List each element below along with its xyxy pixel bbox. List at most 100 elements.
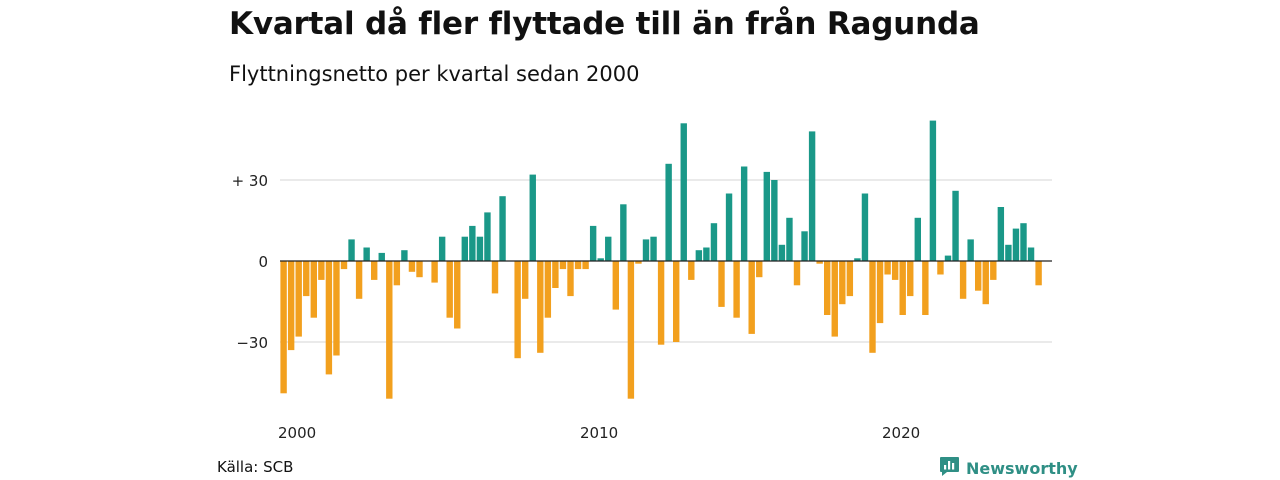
newsworthy-logo-icon: [939, 456, 960, 480]
bar: [718, 261, 725, 307]
bars: [280, 120, 1042, 399]
bar: [763, 171, 770, 261]
bar: [990, 261, 997, 280]
x-tick-label: 2000: [278, 424, 316, 442]
bar: [318, 261, 325, 280]
bar: [574, 261, 582, 270]
bar: [438, 236, 446, 261]
bar: [401, 250, 408, 261]
bar: [348, 239, 355, 261]
y-tick-label: −30: [236, 334, 268, 352]
bar: [363, 247, 370, 261]
bar: [846, 261, 854, 297]
bar: [325, 261, 333, 375]
bar: [620, 204, 627, 261]
bar: [891, 261, 899, 280]
bar: [975, 261, 982, 291]
bar: [854, 258, 861, 261]
bar: [1020, 223, 1027, 261]
bar: [340, 261, 348, 270]
bar: [476, 236, 484, 261]
bar: [710, 223, 718, 261]
bar: [808, 131, 816, 261]
bar: [771, 180, 778, 261]
bar: [801, 231, 808, 261]
bar: [635, 261, 642, 264]
bar: [929, 120, 937, 261]
bar: [1027, 247, 1035, 261]
bar: [310, 261, 317, 318]
bar: [529, 174, 536, 261]
bar: [740, 166, 748, 261]
bar: [499, 196, 506, 261]
bar: [778, 244, 786, 261]
bar: [899, 261, 906, 315]
bar: [1035, 261, 1042, 286]
bar: [280, 261, 287, 394]
bar: [393, 261, 401, 286]
bar: [1005, 244, 1012, 261]
bar: [567, 261, 574, 297]
chart-title: Kvartal då fler flyttade till än från Ra…: [229, 6, 980, 42]
y-tick-label: + 30: [232, 172, 268, 190]
bar: [454, 261, 461, 329]
bar: [703, 247, 710, 261]
bar: [627, 261, 635, 399]
bar: [597, 258, 604, 261]
bar: [386, 261, 393, 399]
bar-chart: −30 0 + 30 2000 2010 2020: [232, 120, 1052, 442]
bar: [582, 261, 589, 270]
bar: [544, 261, 552, 318]
bar: [816, 261, 823, 264]
bar: [665, 163, 672, 261]
bar: [733, 261, 740, 318]
bar: [461, 236, 468, 261]
bar: [884, 261, 891, 275]
bar: [861, 193, 869, 261]
brand-name: Newsworthy: [966, 458, 1078, 478]
bar: [522, 261, 529, 299]
bar: [589, 225, 597, 261]
bar: [431, 261, 438, 283]
bar: [552, 261, 559, 288]
bar: [831, 261, 838, 337]
bar: [944, 255, 952, 261]
bar: [786, 217, 793, 261]
bar: [725, 193, 733, 261]
bar: [997, 207, 1005, 261]
brand-logo[interactable]: Newsworthy: [939, 456, 1078, 480]
axis-labels: −30 0 + 30 2000 2010 2020: [232, 172, 921, 442]
bar: [907, 261, 914, 297]
x-tick-label: 2010: [580, 424, 618, 442]
bar: [959, 261, 967, 299]
bar: [642, 239, 650, 261]
bar: [371, 261, 378, 280]
bar: [756, 261, 763, 278]
source-note: Källa: SCB: [217, 458, 294, 476]
bar: [491, 261, 499, 294]
bar: [484, 212, 491, 261]
bar: [982, 261, 989, 305]
bar: [914, 217, 921, 261]
bar: [748, 261, 755, 334]
bar: [355, 261, 363, 299]
bar: [793, 261, 801, 286]
bar: [650, 236, 657, 261]
bar: [416, 261, 423, 278]
bar: [869, 261, 876, 353]
chart-subtitle: Flyttningsnetto per kvartal sedan 2000: [229, 62, 640, 86]
bar: [537, 261, 544, 353]
bar: [612, 261, 619, 310]
bar: [680, 123, 687, 261]
bar: [937, 261, 944, 275]
bar: [695, 250, 703, 261]
bar: [408, 261, 416, 272]
bar: [688, 261, 695, 280]
bar: [1012, 228, 1020, 261]
bar: [876, 261, 884, 324]
bar: [824, 261, 831, 315]
bar: [303, 261, 310, 297]
bar: [333, 261, 340, 356]
bar: [514, 261, 521, 359]
bar: [378, 252, 385, 261]
